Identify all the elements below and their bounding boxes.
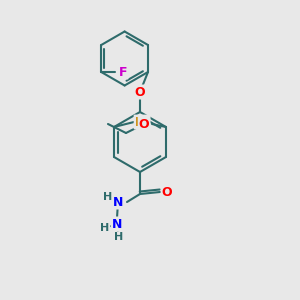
Text: Br: Br (135, 116, 149, 128)
Text: O: O (139, 118, 149, 130)
Text: O: O (162, 185, 172, 199)
Text: N: N (113, 196, 123, 208)
Text: N: N (112, 218, 122, 230)
Text: H: H (100, 223, 109, 233)
Text: F: F (119, 65, 128, 79)
Text: H: H (103, 192, 112, 202)
Text: O: O (135, 85, 145, 98)
Text: H: H (114, 232, 124, 242)
